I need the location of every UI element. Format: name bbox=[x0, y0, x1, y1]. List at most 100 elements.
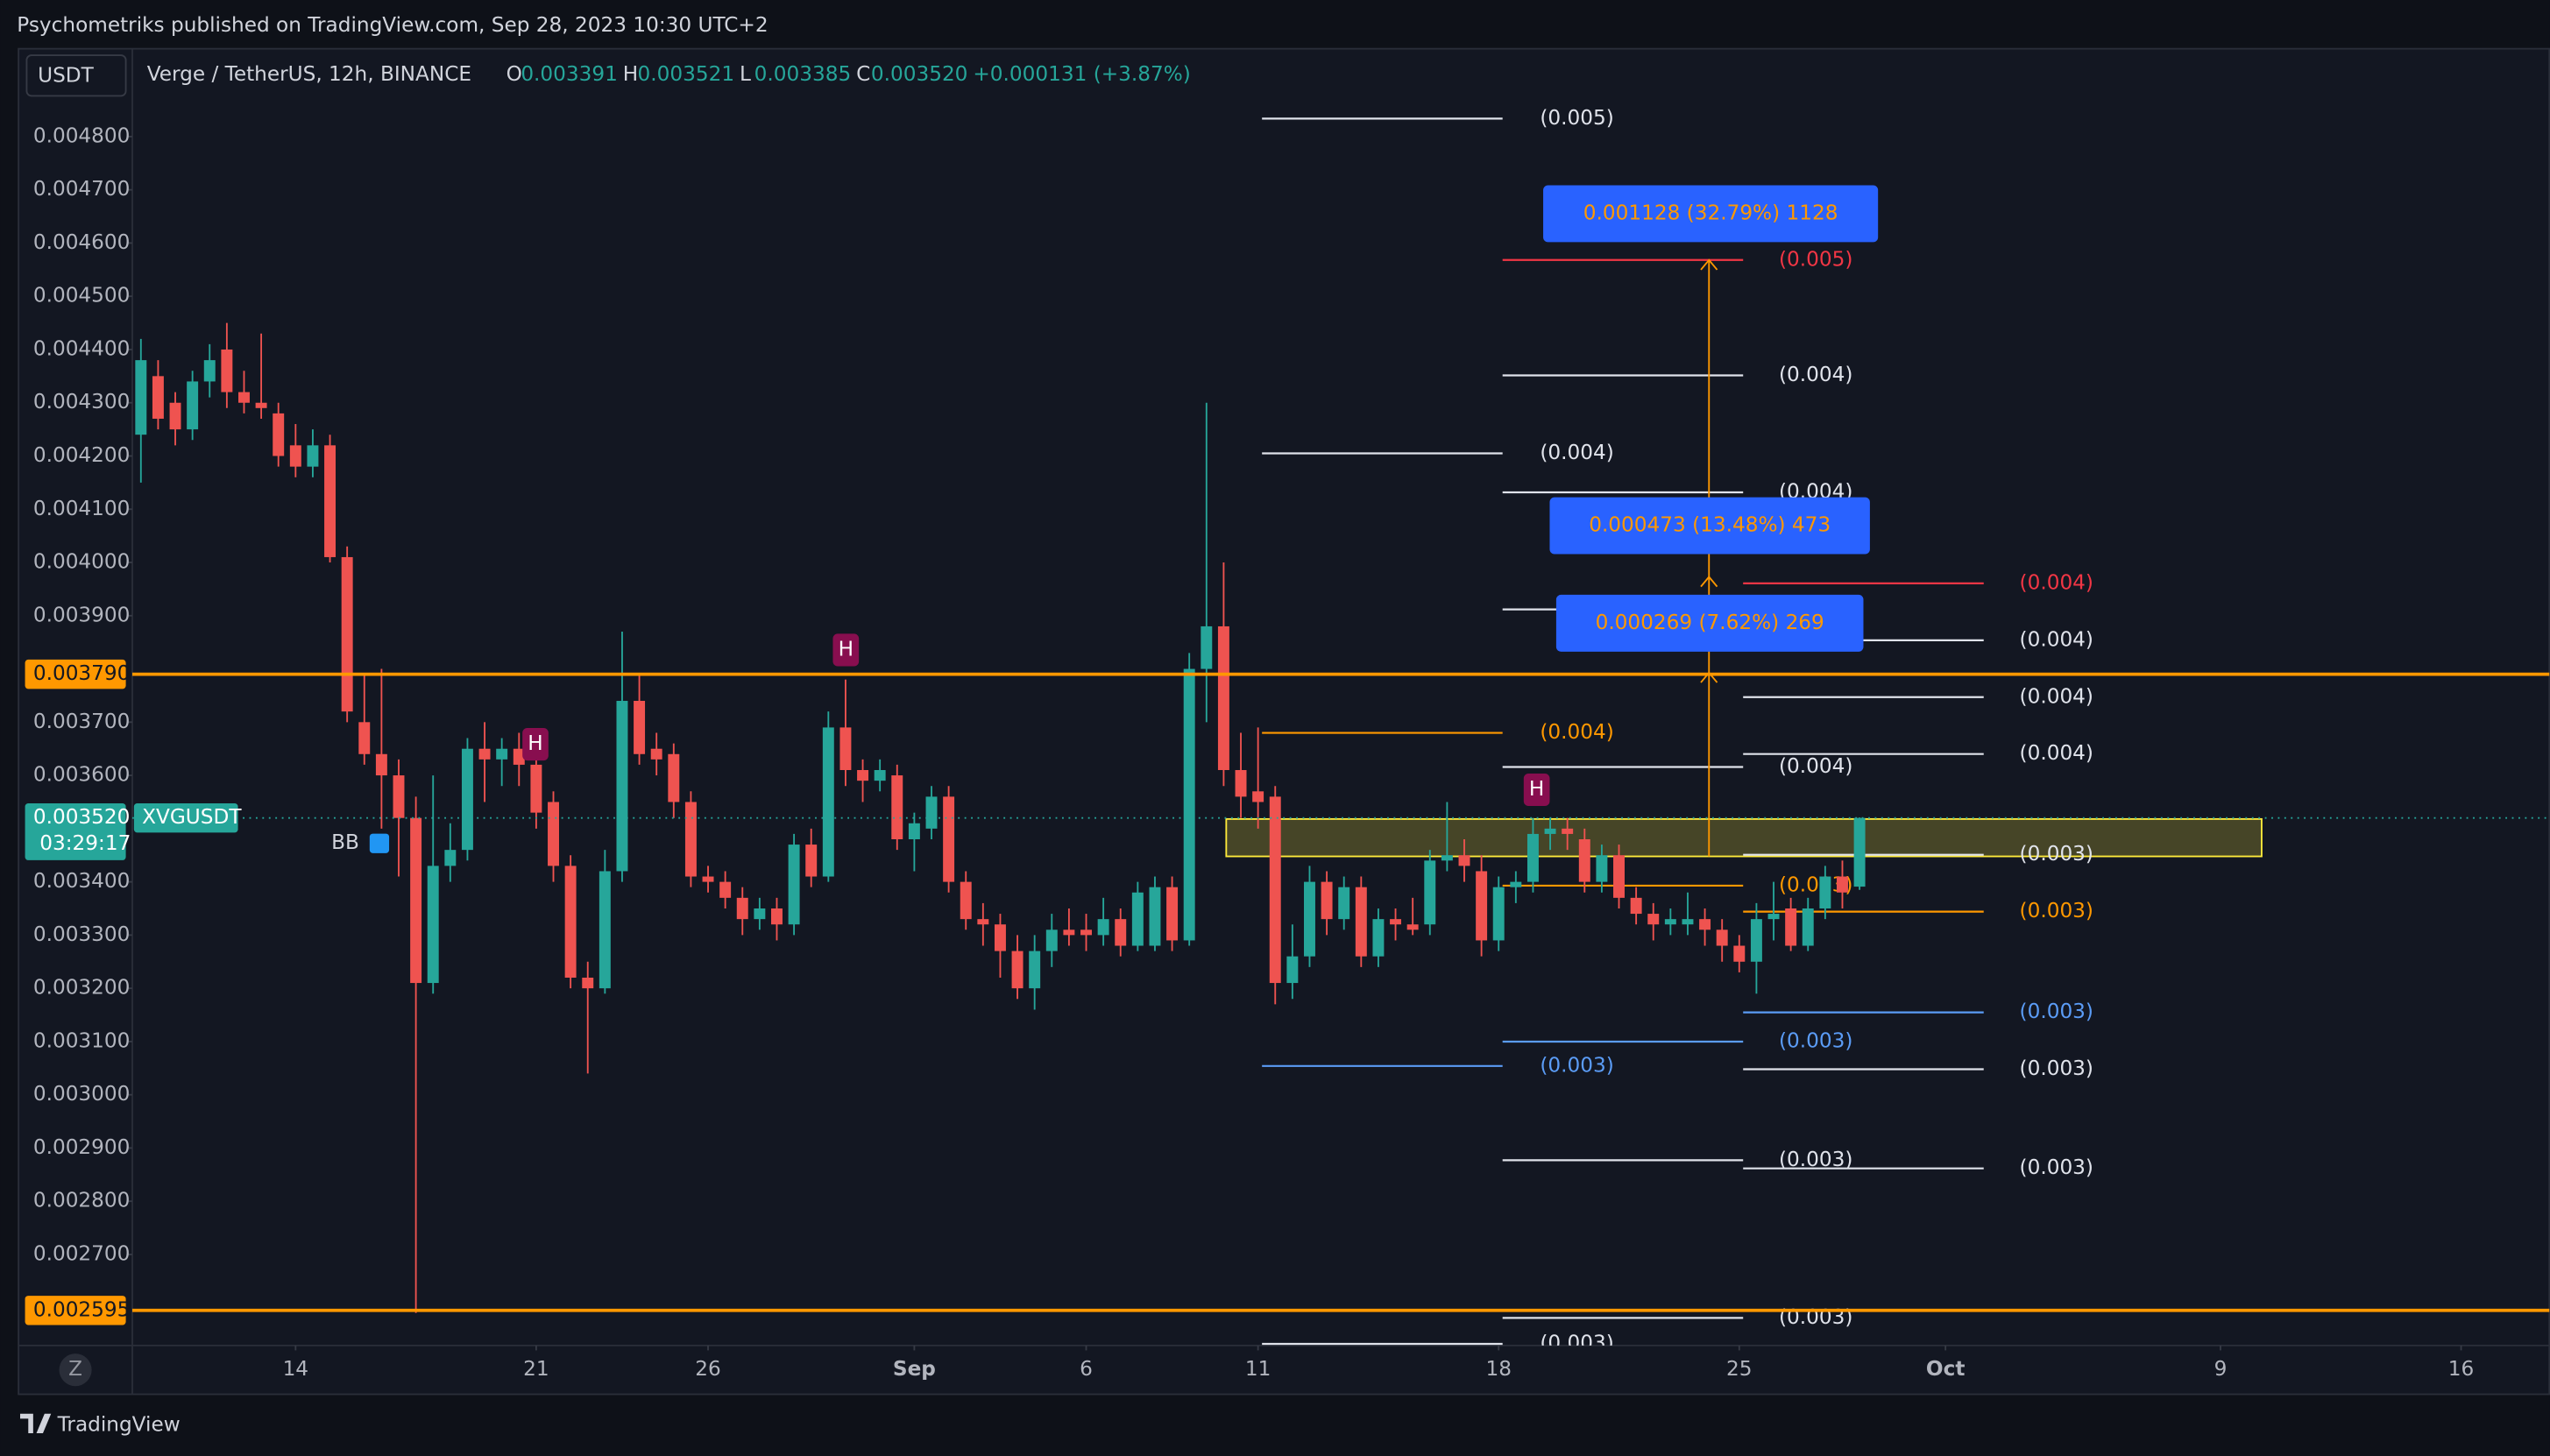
level-label: (0.003) bbox=[1779, 1305, 1852, 1329]
candle-body bbox=[341, 556, 353, 712]
candle-body bbox=[736, 897, 748, 920]
x-tick-label: Oct bbox=[1926, 1357, 1966, 1381]
candle-body bbox=[822, 727, 834, 877]
marker-label: H bbox=[528, 732, 542, 755]
measure-label: 0.000269 (7.62%) 269 bbox=[1596, 611, 1824, 634]
marker-label: H bbox=[839, 637, 854, 661]
candle-body bbox=[1252, 791, 1264, 802]
legend-value: 0.003385 bbox=[754, 62, 852, 86]
y-tick-label: 0.003200 bbox=[33, 976, 131, 1000]
candle-body bbox=[1492, 887, 1505, 941]
candle-body bbox=[616, 701, 628, 872]
candle-body bbox=[857, 770, 869, 781]
marker-icon bbox=[369, 833, 390, 853]
x-tick-label: 26 bbox=[695, 1357, 720, 1381]
y-tick-label: 0.003600 bbox=[33, 763, 131, 787]
y-tick-label: 0.004500 bbox=[33, 284, 131, 307]
candle-body bbox=[1424, 860, 1436, 925]
level-label: (0.003) bbox=[1779, 1148, 1852, 1171]
level-label: (0.003) bbox=[2020, 1000, 2093, 1023]
zoom-button[interactable] bbox=[59, 1354, 92, 1387]
candle-body bbox=[1217, 626, 1229, 771]
candle-body bbox=[1630, 897, 1642, 915]
price-tag bbox=[25, 802, 126, 860]
candle-body bbox=[684, 802, 697, 877]
x-tick-label: 25 bbox=[1726, 1357, 1753, 1381]
symbol-tag bbox=[133, 802, 238, 833]
candle-body bbox=[307, 445, 319, 467]
candle-body bbox=[1664, 919, 1676, 925]
candle-body bbox=[1183, 668, 1195, 941]
candle-body bbox=[943, 796, 955, 882]
x-tick-label: 11 bbox=[1245, 1357, 1271, 1381]
candle-body bbox=[444, 850, 457, 866]
y-tick-label: 0.004100 bbox=[33, 497, 131, 520]
candle-body bbox=[1355, 887, 1367, 957]
candle-body bbox=[1131, 892, 1144, 946]
candle-body bbox=[788, 845, 800, 925]
candle-body bbox=[1510, 881, 1522, 887]
candle-body bbox=[1011, 951, 1024, 989]
candle-body bbox=[1390, 919, 1402, 925]
candle-body bbox=[289, 445, 301, 467]
x-tick-label: 6 bbox=[1080, 1357, 1093, 1381]
candle-body bbox=[187, 381, 199, 430]
level-label: (0.003) bbox=[2020, 842, 2093, 866]
candle-body bbox=[238, 392, 250, 403]
candle-body bbox=[771, 908, 783, 925]
candle-body bbox=[221, 349, 233, 392]
candle-body bbox=[1750, 919, 1762, 962]
measure-box bbox=[1543, 185, 1879, 243]
y-tick-label: 0.002900 bbox=[33, 1135, 131, 1159]
y-tick-label: 0.003900 bbox=[33, 603, 131, 626]
candle-body bbox=[1819, 876, 1831, 908]
candle-body bbox=[1853, 817, 1866, 887]
level-label: (0.003) bbox=[1540, 1332, 1613, 1355]
candle-body bbox=[977, 919, 989, 925]
level-label: (0.003) bbox=[1779, 1028, 1852, 1052]
y-tick-label: 0.002700 bbox=[33, 1241, 131, 1265]
candle-body bbox=[1476, 871, 1488, 941]
symbol-tag-label: XVGUSDT bbox=[142, 805, 242, 829]
candle-body bbox=[702, 876, 714, 882]
level-label: (0.003) bbox=[2020, 899, 2093, 922]
y-tick-label: 0.004000 bbox=[33, 550, 131, 574]
legend-change: +0.000131 (+3.87%) bbox=[973, 62, 1190, 86]
candle-body bbox=[805, 845, 818, 877]
legend-value: 0.003521 bbox=[638, 62, 735, 86]
candle-body bbox=[152, 376, 164, 419]
level-label: (0.003) bbox=[2020, 1057, 2093, 1080]
x-tick-label: Sep bbox=[893, 1357, 936, 1381]
candle-body bbox=[994, 924, 1006, 951]
candle-body bbox=[1733, 945, 1746, 962]
candle-body bbox=[135, 360, 147, 435]
candle-body bbox=[513, 748, 525, 765]
legend-key: H bbox=[623, 62, 638, 86]
candle-body bbox=[1544, 828, 1556, 834]
candle-body bbox=[1767, 914, 1780, 920]
measure-box bbox=[1549, 497, 1870, 555]
price-tag bbox=[25, 659, 126, 689]
currency-button[interactable] bbox=[25, 54, 127, 97]
candle-body bbox=[1029, 951, 1041, 989]
legend-name: Verge / TetherUS, 12h, BINANCE bbox=[147, 62, 471, 86]
candle-body bbox=[1372, 919, 1385, 957]
candle-body bbox=[1286, 956, 1299, 984]
arrow-head bbox=[1700, 576, 1718, 588]
candle-body bbox=[375, 753, 387, 776]
candle-body bbox=[1682, 919, 1694, 925]
candle-body bbox=[1526, 833, 1539, 882]
candle-body bbox=[255, 402, 267, 408]
level-label: (0.004) bbox=[1779, 363, 1852, 386]
candle-body bbox=[1269, 796, 1281, 984]
candle-body bbox=[960, 881, 972, 920]
y-tick-label: 0.004200 bbox=[33, 443, 131, 467]
candle-body bbox=[1097, 919, 1109, 936]
price-tag-label: 0.003520 bbox=[33, 805, 131, 829]
x-tick-label: 14 bbox=[283, 1357, 309, 1381]
candle-body bbox=[874, 770, 886, 781]
candle-body bbox=[1080, 929, 1092, 936]
price-tag-label: 0.002595 bbox=[33, 1297, 131, 1321]
